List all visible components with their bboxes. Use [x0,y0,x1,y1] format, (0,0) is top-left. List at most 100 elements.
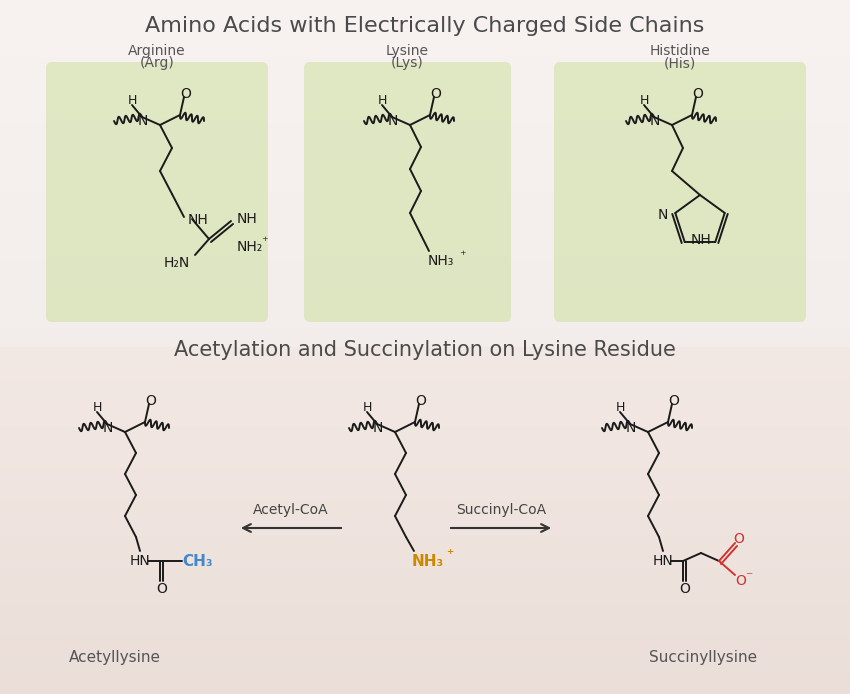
Bar [0,44,850,45]
Bar [0,225,850,226]
Bar [0,150,850,151]
Bar [0,660,850,661]
Bar [0,612,850,613]
Bar [0,70,850,71]
Bar [0,397,850,398]
Bar [0,290,850,291]
Bar [0,13,850,14]
Bar [0,629,850,630]
Bar [0,193,850,194]
Bar [0,636,850,637]
Text: Lysine: Lysine [386,44,428,58]
Bar [0,565,850,566]
Bar [0,487,850,488]
Bar [0,74,850,75]
Bar [0,382,850,383]
Bar [0,263,850,264]
Bar [0,277,850,278]
Bar [0,520,850,521]
Bar [0,257,850,258]
Bar [0,350,850,351]
Text: O: O [693,87,704,101]
Bar [0,247,850,248]
Text: Succinyl-CoA: Succinyl-CoA [456,503,546,517]
Bar [0,499,850,500]
Bar [0,376,850,377]
Bar [0,628,850,629]
Bar [0,56,850,57]
Bar [0,171,850,172]
Bar [0,478,850,479]
Bar [0,652,850,653]
Text: O: O [735,574,746,588]
Bar [0,311,850,312]
Bar [0,295,850,296]
Bar [0,365,850,366]
Bar [0,266,850,267]
Bar [0,215,850,216]
Bar [0,187,850,188]
Bar [0,172,850,173]
Bar [0,511,850,512]
Bar [0,344,850,345]
Bar [0,130,850,131]
Bar [0,613,850,614]
Bar [0,562,850,563]
Bar [0,438,850,439]
Bar [0,644,850,645]
Bar [0,543,850,544]
Bar [0,309,850,310]
Bar [0,630,850,631]
Bar [0,202,850,203]
Bar [0,33,850,34]
Bar [0,531,850,532]
Bar [0,318,850,319]
Bar [0,596,850,597]
Bar [0,689,850,690]
Bar [0,559,850,560]
Bar [0,624,850,625]
Bar [0,653,850,654]
Bar [0,162,850,163]
Bar [0,68,850,69]
Bar [0,267,850,268]
Bar [0,92,850,93]
Bar [0,110,850,111]
Bar [0,192,850,193]
Bar [0,316,850,317]
Bar [0,53,850,54]
FancyBboxPatch shape [554,62,806,322]
Bar [0,672,850,673]
Bar [0,236,850,237]
Bar [0,245,850,246]
Bar [0,103,850,104]
Bar [0,390,850,391]
Bar [0,467,850,468]
Bar [0,116,850,117]
Bar [0,662,850,663]
FancyBboxPatch shape [304,62,511,322]
Bar [0,283,850,284]
Bar [0,191,850,192]
Bar [0,75,850,76]
Bar [0,581,850,582]
Bar [0,194,850,195]
Bar [0,518,850,519]
Bar [0,18,850,19]
Bar [0,99,850,100]
Bar [0,112,850,113]
Bar [0,286,850,287]
Bar [0,615,850,616]
Bar [0,85,850,86]
Bar [0,211,850,212]
Bar [0,621,850,622]
Text: Acetyllysine: Acetyllysine [69,650,161,665]
Bar [0,339,850,340]
Bar [0,4,850,5]
Bar [0,512,850,513]
Bar [0,321,850,322]
Bar [0,454,850,455]
Bar [0,305,850,306]
Bar [0,528,850,529]
Bar [0,269,850,270]
